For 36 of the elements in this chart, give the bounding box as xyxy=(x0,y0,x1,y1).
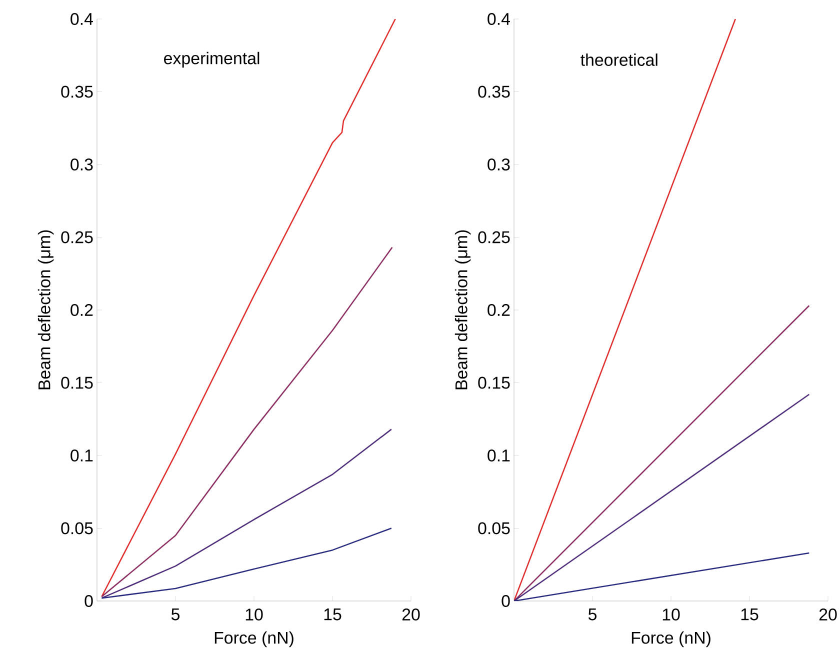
x-tick-label: 20 xyxy=(819,608,837,621)
x-axis-title: Force (nN) xyxy=(632,631,710,648)
y-tick-label: 0.05 xyxy=(478,522,510,534)
y-tick-label: 0.3 xyxy=(488,158,510,170)
y-tick-label: 0.1 xyxy=(488,450,510,462)
line-series xyxy=(101,528,392,599)
y-tick-label: 0.1 xyxy=(70,450,93,462)
y-tick-label: 0.2 xyxy=(488,304,510,316)
y-tick-label: 0 xyxy=(502,595,510,607)
y-tick-label: 0.2 xyxy=(70,304,93,316)
line-series xyxy=(101,428,392,599)
x-tick-label: 5 xyxy=(171,608,180,620)
y-tick-label: 0.15 xyxy=(478,376,510,389)
y-tick-label: 0.15 xyxy=(61,376,93,389)
y-axis-title: Beam deflection (μm) xyxy=(38,230,54,390)
x-tick-label: 15 xyxy=(741,608,758,620)
annotation: experimental xyxy=(164,52,260,68)
y-tick-label: 0.25 xyxy=(61,231,93,244)
y-tick-label: 0.25 xyxy=(478,231,510,244)
y-tick-label: 0.4 xyxy=(488,13,510,25)
line-series xyxy=(101,246,393,598)
x-tick-label: 10 xyxy=(662,608,680,621)
y-axis-title: Beam deflection (μm) xyxy=(454,230,471,390)
line-series xyxy=(101,18,396,598)
y-tick-label: 0.3 xyxy=(70,158,93,170)
y-tick-label: 0 xyxy=(84,595,93,607)
y-tick-label: 0.35 xyxy=(478,86,510,98)
y-tick-label: 0.4 xyxy=(70,13,93,25)
x-tick-label: 5 xyxy=(588,608,596,620)
x-tick-label: 15 xyxy=(324,608,342,620)
x-axis-title: Force (nN) xyxy=(214,631,294,648)
annotation: theoretical xyxy=(580,54,658,66)
x-tick-label: 10 xyxy=(246,608,263,621)
y-tick-label: 0.05 xyxy=(61,522,93,534)
x-tick-label: 20 xyxy=(402,608,420,621)
y-tick-label: 0.35 xyxy=(61,86,93,98)
